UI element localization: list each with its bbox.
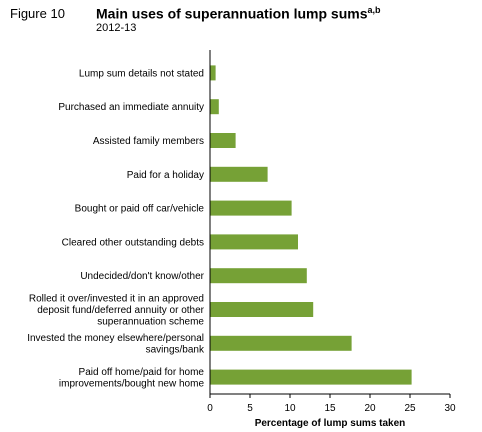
category-label-5: Bought or paid off car/vehicle xyxy=(75,204,205,215)
x-tick-label-15: 15 xyxy=(324,403,336,414)
category-label-10: Paid off home/paid for home improvements/… xyxy=(59,367,205,390)
category-label-9: Invested the money elsewhere/personal sav… xyxy=(27,333,205,356)
figure-label: Figure 10 xyxy=(10,6,65,21)
bar-2 xyxy=(210,99,219,115)
bar-10 xyxy=(210,369,412,385)
category-label-2: Purchased an immediate annuity xyxy=(58,102,204,113)
chart-title: Main uses of superannuation lump sums xyxy=(96,5,368,22)
category-label-4: Paid for a holiday xyxy=(127,170,204,181)
x-tick-label-20: 20 xyxy=(364,403,376,414)
bar-6 xyxy=(210,234,298,250)
bar-4 xyxy=(210,166,268,182)
chart-title-superscript: a,b xyxy=(367,5,381,15)
x-tick-label-10: 10 xyxy=(284,403,296,414)
bar-8 xyxy=(210,302,314,317)
bar-1 xyxy=(210,65,216,81)
x-axis-title: Percentage of lump sums taken xyxy=(255,418,406,429)
category-label-8: Rolled it over/invested it in an approve… xyxy=(29,294,205,328)
x-tick-label-5: 5 xyxy=(247,403,253,414)
x-tick-label-0: 0 xyxy=(207,403,213,414)
bar-3 xyxy=(210,133,236,148)
chart-title-wrap: Main uses of superannuation lump sumsa,b xyxy=(96,5,381,22)
bar-7 xyxy=(210,268,307,284)
category-label-7: Undecided/don't know/other xyxy=(80,271,204,282)
chart-subtitle: 2012-13 xyxy=(96,22,137,34)
bar-5 xyxy=(210,200,292,216)
category-label-1: Lump sum details not stated xyxy=(79,68,204,79)
x-tick-label-25: 25 xyxy=(404,403,416,414)
x-tick-label-30: 30 xyxy=(444,403,456,414)
bar-9 xyxy=(210,335,352,351)
category-label-6: Cleared other outstanding debts xyxy=(62,237,204,248)
category-label-3: Assisted family members xyxy=(93,136,204,147)
